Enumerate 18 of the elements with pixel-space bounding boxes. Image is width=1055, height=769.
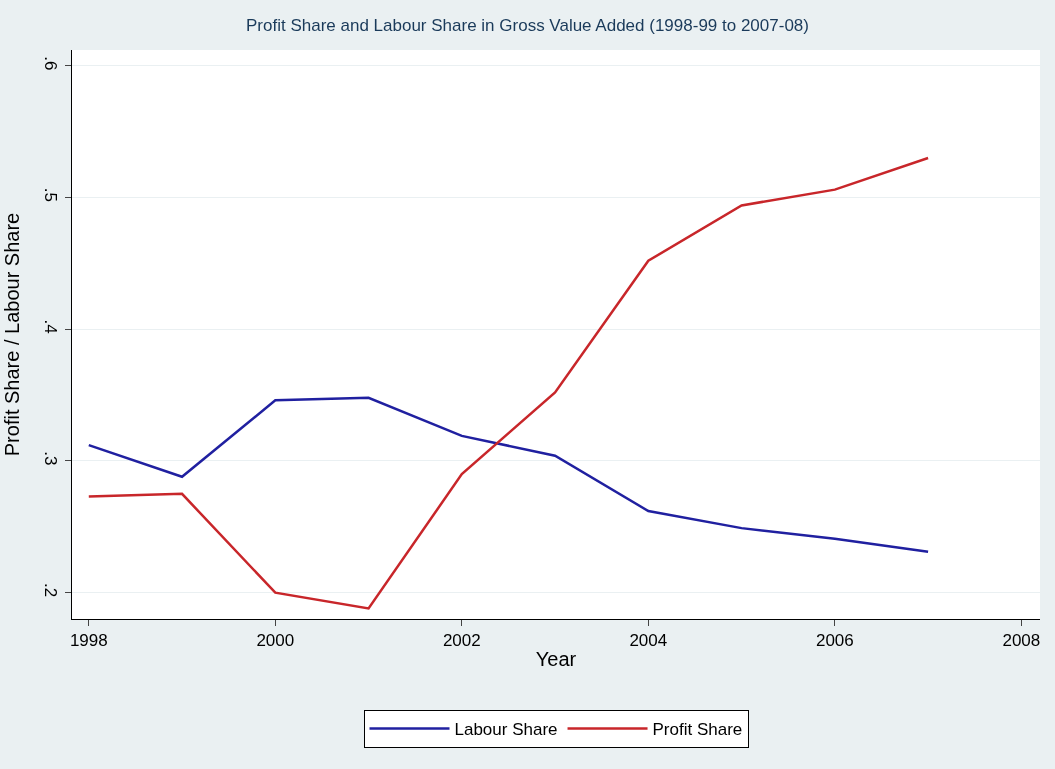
- y-axis-title: Profit Share / Labour Share: [1, 212, 24, 457]
- x-tick-label: 2008: [1002, 631, 1041, 651]
- legend-label: Profit Share: [652, 720, 743, 740]
- x-tick-label: 2004: [629, 631, 668, 651]
- y-tick-label: .6: [40, 56, 60, 71]
- x-tick-label: 2002: [442, 631, 481, 651]
- legend-label: Labour Share: [454, 720, 558, 740]
- y-tick-label: .5: [40, 187, 60, 203]
- y-tick-label: .4: [40, 319, 60, 334]
- x-axis-title: Year: [535, 647, 577, 670]
- y-tick-label: .3: [40, 451, 60, 466]
- y-tick-label: .2: [40, 583, 60, 598]
- line-series: [87, 156, 930, 610]
- x-tick-label: 1998: [69, 631, 108, 651]
- chart-title: Profit Share and Labour Share in Gross Value Added (1998-99 to 2007-08): [246, 16, 809, 36]
- x-tick-label: 2000: [256, 631, 295, 651]
- line-series: [87, 396, 930, 554]
- x-tick-label: 2006: [815, 631, 854, 651]
